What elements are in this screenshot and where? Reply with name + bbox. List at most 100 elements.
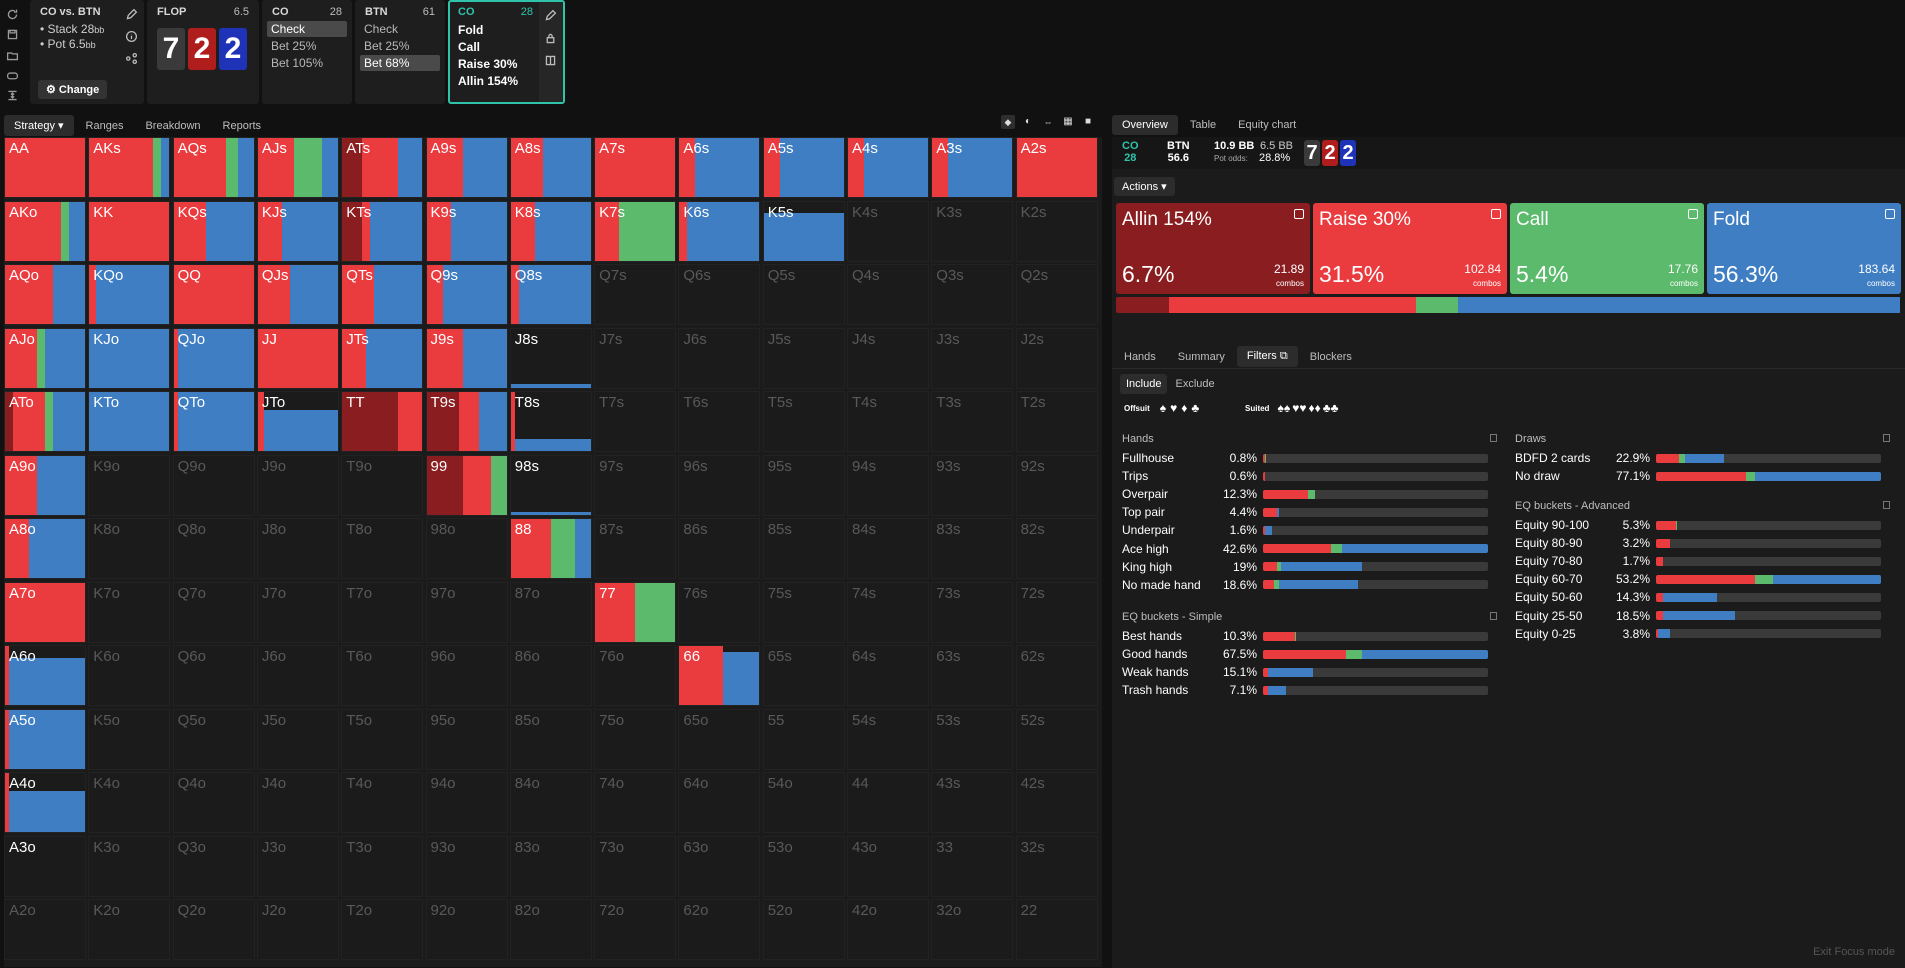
hand-cell[interactable]: J9s	[425, 327, 508, 389]
heart-icon[interactable]: ♥	[1170, 401, 1178, 415]
co-option-check[interactable]: Check	[267, 21, 347, 37]
hand-cell[interactable]: 85o	[509, 708, 592, 770]
tab-reports[interactable]: Reports	[222, 119, 262, 132]
filter-row[interactable]: Equity 25-50 18.5%	[1515, 608, 1881, 624]
hand-cell[interactable]: A8s	[509, 137, 592, 198]
hand-cell[interactable]: 76s	[678, 581, 761, 643]
tab-equity-chart[interactable]: Equity chart	[1238, 119, 1297, 131]
hand-cell[interactable]: AQs	[172, 137, 255, 198]
hand-cell[interactable]: 72s	[1015, 581, 1098, 643]
hand-cell[interactable]: 86s	[678, 518, 761, 579]
hand-cell[interactable]: 65o	[678, 708, 761, 770]
hand-cell[interactable]: KJo	[88, 327, 171, 389]
hand-cell[interactable]: AJs	[256, 137, 339, 198]
hand-cell[interactable]: J8s	[509, 327, 592, 389]
hand-cell[interactable]: K6s	[678, 200, 761, 262]
filter-row[interactable]: Equity 70-80 1.7%	[1515, 553, 1881, 569]
hand-cell[interactable]: A9s	[425, 137, 508, 198]
hand-cell[interactable]: 98s	[509, 454, 592, 516]
hand-cell[interactable]: Q6s	[678, 264, 761, 325]
hand-cell[interactable]: AA	[4, 137, 86, 198]
hand-cell[interactable]: K7o	[88, 581, 171, 643]
edit-icon[interactable]	[544, 9, 557, 27]
hand-cell[interactable]: 97s	[594, 454, 677, 516]
hand-cell[interactable]: 42o	[847, 899, 929, 960]
hand-cell[interactable]: ATo	[4, 391, 86, 452]
filter-row[interactable]: Weak hands 15.1%	[1122, 664, 1488, 680]
tab-filters[interactable]: Filters ⧉	[1236, 346, 1298, 367]
hand-cell[interactable]: J6s	[678, 327, 761, 389]
filter-row[interactable]: Overpair 12.3%	[1122, 486, 1488, 502]
hand-cell[interactable]: T8o	[341, 518, 424, 579]
hand-cell[interactable]: J8o	[256, 518, 339, 579]
hand-cell[interactable]: J7s	[594, 327, 677, 389]
hand-cell[interactable]: 84s	[847, 518, 929, 579]
hand-cell[interactable]: T4s	[847, 391, 929, 452]
hand-cell[interactable]: 75o	[594, 708, 677, 770]
hand-cell[interactable]: 64o	[678, 772, 761, 833]
filter-row[interactable]: No made hand 18.6%	[1122, 577, 1488, 593]
actions-dropdown[interactable]: Actions ▾	[1114, 177, 1175, 196]
hand-cell[interactable]: T6s	[678, 391, 761, 452]
tab-table[interactable]: Table	[1189, 119, 1217, 131]
filter-row[interactable]: Good hands 67.5%	[1122, 646, 1488, 662]
hand-cell[interactable]: A2o	[4, 899, 86, 960]
co-option-bet25[interactable]: Bet 25%	[271, 39, 317, 53]
action-card-call[interactable]: Call 5.4% 17.76 combos	[1510, 203, 1704, 294]
hand-cell[interactable]: Q3s	[931, 264, 1014, 325]
filter-row[interactable]: BDFD 2 cards 22.9%	[1515, 450, 1881, 466]
hand-cell[interactable]: 32s	[1015, 835, 1098, 897]
contrast-icon[interactable]: ◐	[1024, 116, 1032, 127]
hand-cell[interactable]: 82o	[509, 899, 592, 960]
hand-cell[interactable]: 92s	[1015, 454, 1098, 516]
hand-cell[interactable]: 96s	[678, 454, 761, 516]
hand-cell[interactable]: AKs	[88, 137, 171, 198]
folder-icon[interactable]	[3, 47, 21, 63]
hand-cell[interactable]: 62o	[678, 899, 761, 960]
hand-cell[interactable]: J2o	[256, 899, 339, 960]
tab-breakdown[interactable]: Breakdown	[145, 119, 201, 132]
hand-cell[interactable]: 94o	[425, 772, 508, 833]
hand-cell[interactable]: 32o	[931, 899, 1014, 960]
hand-cell[interactable]: A4s	[847, 137, 929, 198]
hand-cell[interactable]: T5o	[341, 708, 424, 770]
hand-cell[interactable]: K3o	[88, 835, 171, 897]
collapse-icon[interactable]	[3, 88, 21, 104]
filter-row[interactable]: Equity 0-25 3.8%	[1515, 626, 1881, 642]
hand-cell[interactable]: 74s	[847, 581, 929, 643]
hand-cell[interactable]: 99	[425, 454, 508, 516]
btn-option-check[interactable]: Check	[364, 22, 399, 36]
hand-cell[interactable]: JTs	[341, 327, 424, 389]
hand-cell[interactable]: AKo	[4, 200, 86, 262]
hand-cell[interactable]: 95o	[425, 708, 508, 770]
hand-cell[interactable]: A7s	[594, 137, 677, 198]
gamepad-icon[interactable]	[3, 67, 21, 83]
hand-cell[interactable]: T3o	[341, 835, 424, 897]
hand-cell[interactable]: 53o	[762, 835, 845, 897]
hand-cell[interactable]: 65s	[762, 645, 845, 706]
hand-cell[interactable]: 88	[509, 518, 592, 579]
hand-cell[interactable]: 62s	[1015, 645, 1098, 706]
tab-ranges[interactable]: Ranges	[85, 119, 124, 132]
filter-row[interactable]: Trips 0.6%	[1122, 468, 1488, 484]
hand-cell[interactable]: J4o	[256, 772, 339, 833]
hand-cell[interactable]: Q9o	[172, 454, 255, 516]
hand-cell[interactable]: Q3o	[172, 835, 255, 897]
hand-cell[interactable]: K2o	[88, 899, 171, 960]
hand-cell[interactable]: A9o	[4, 454, 86, 516]
hand-cell[interactable]: 86o	[509, 645, 592, 706]
hand-cell[interactable]: Q9s	[425, 264, 508, 325]
spade-pair-icon[interactable]: ♠♠	[1277, 401, 1291, 415]
filter-row[interactable]: Ace high 42.6%	[1122, 541, 1488, 557]
filter-row[interactable]: Equity 90-100 5.3%	[1515, 517, 1881, 533]
hand-cell[interactable]: TT	[341, 391, 424, 452]
hand-cell[interactable]: T4o	[341, 772, 424, 833]
tab-summary[interactable]: Summary	[1177, 350, 1225, 363]
hand-cell[interactable]: 72o	[594, 899, 677, 960]
lock-icon[interactable]	[544, 32, 557, 50]
hand-cell[interactable]: K9o	[88, 454, 171, 516]
hand-cell[interactable]: Q4o	[172, 772, 255, 833]
hand-cell[interactable]: QQ	[172, 264, 255, 325]
hand-cell[interactable]: 76o	[594, 645, 677, 706]
hand-cell[interactable]: JTo	[256, 391, 339, 452]
